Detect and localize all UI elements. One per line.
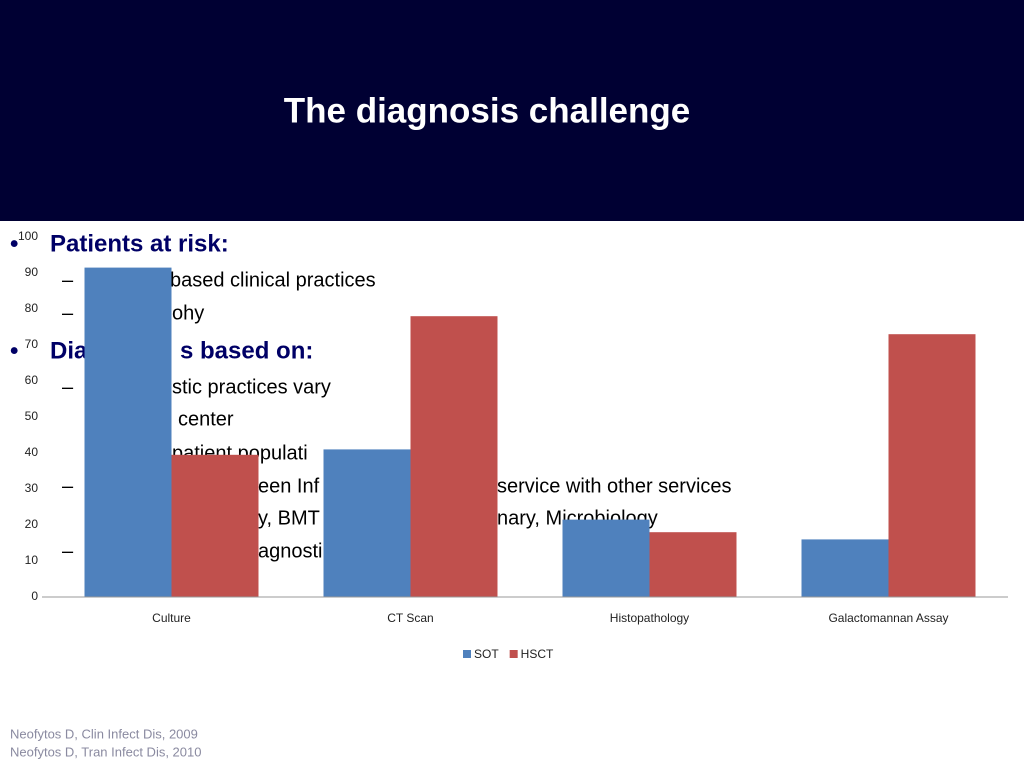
y-tick-label: 90 (25, 265, 39, 279)
header-band (0, 0, 1024, 221)
x-tick-label: CT Scan (387, 611, 433, 625)
bullet-marker: – (62, 376, 74, 398)
bullet-text: service with other services (497, 475, 732, 497)
bullet-marker: • (10, 230, 18, 257)
bullet-marker: – (62, 540, 74, 562)
bullet-text: Dia (50, 337, 88, 364)
legend-label: HSCT (521, 647, 554, 661)
bullet-text: y, BMT (258, 507, 320, 529)
footnote: Neofytos D, Clin Infect Dis, 2009 (10, 726, 198, 741)
bullet-marker: – (62, 269, 74, 291)
y-tick-label: 10 (25, 553, 39, 567)
x-tick-label: Histopathology (610, 611, 689, 625)
bullet-marker: • (10, 337, 18, 364)
bullet-text: s based on: (180, 337, 313, 364)
footnote: Neofytos D, Tran Infect Dis, 2010 (10, 744, 201, 759)
y-tick-label: 70 (25, 337, 39, 351)
bullet-text: based clinical practices (170, 269, 376, 291)
y-tick-label: 60 (25, 373, 39, 387)
bar (649, 532, 737, 597)
bar (84, 267, 172, 597)
bar (562, 519, 650, 597)
bar (888, 334, 976, 597)
bullet-text: ohy (172, 302, 204, 324)
x-tick-label: Galactomannan Assay (828, 611, 948, 625)
y-tick-label: 100 (18, 229, 38, 243)
bullet-marker: – (62, 302, 74, 324)
legend-swatch (463, 650, 471, 658)
x-tick-label: Culture (152, 611, 191, 625)
legend-swatch (509, 650, 518, 658)
bar (171, 454, 259, 597)
y-tick-label: 30 (25, 481, 39, 495)
bullet-text: een Inf (258, 475, 320, 497)
bar (410, 316, 498, 597)
bar (801, 539, 889, 597)
bar (323, 449, 411, 597)
bullet-marker: – (62, 475, 74, 497)
bullet-text: stic practices vary (172, 376, 331, 398)
y-tick-label: 20 (25, 517, 39, 531)
legend-label: SOT (474, 647, 499, 661)
y-tick-label: 50 (25, 409, 39, 423)
bullet-text: agnosti (258, 540, 323, 562)
y-tick-label: 40 (25, 445, 39, 459)
y-tick-label: 80 (25, 301, 39, 315)
y-tick-label: 0 (31, 589, 38, 603)
slide-title: The diagnosis challenge (284, 91, 690, 130)
bullet-text: center (178, 408, 234, 430)
bullet-text: Patients at risk: (50, 230, 229, 257)
